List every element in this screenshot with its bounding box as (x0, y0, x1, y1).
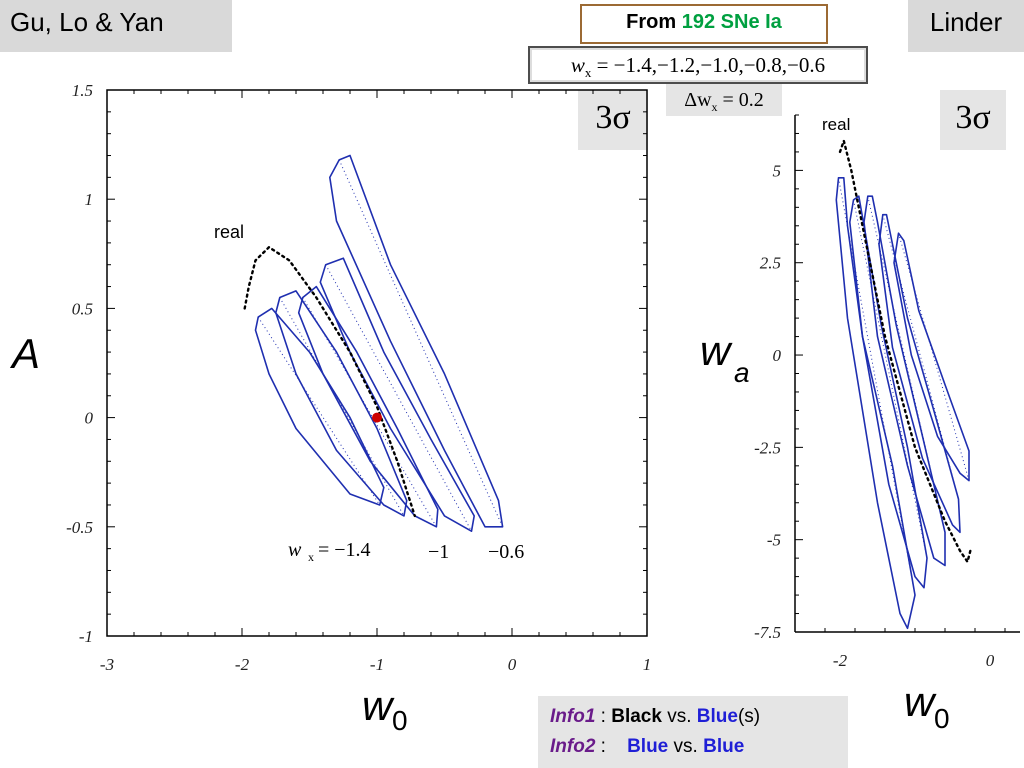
info2-b: Blue (703, 736, 745, 757)
info1-suffix: (s) (737, 706, 761, 727)
chart1-frame (106, 89, 648, 637)
sigma-right-box: 3σ (940, 90, 1006, 150)
left-author-label: Gu, Lo & Yan (0, 0, 232, 52)
chart2-contour-4 (893, 232, 970, 482)
dw-value: = 0.2 (717, 89, 764, 111)
chart1-real-contour (243, 245, 416, 518)
info1-vs: vs. (661, 706, 697, 727)
delta-wx-box: Δwx = 0.2 (666, 84, 782, 116)
chart1-x-tick-label: -2 (235, 655, 250, 674)
chart1-x-axis-label: w (362, 682, 395, 729)
chart1-wx-label-val: = −1.4 (318, 539, 371, 561)
wx-values-box: wx = −1.4,−1.2,−1.0,−0.8,−0.6 (528, 46, 868, 84)
info2-sep: : (595, 736, 628, 757)
chart2-x-tick-label: 0 (986, 651, 995, 670)
chart1-x-tick-label: 1 (643, 655, 652, 674)
chart1-mid-label: −1 (428, 541, 449, 563)
chart1-x-tick-label: 0 (508, 655, 517, 674)
chart2-inner-dotted-0 (838, 177, 916, 596)
chart1-inner-dotted-4 (338, 159, 504, 528)
chart1-wx-label-var: w (288, 539, 302, 561)
chart1-contour-2 (297, 285, 439, 528)
chart1-x-tick-label: -3 (100, 655, 114, 674)
info2-vs: vs. (668, 736, 704, 757)
chart2-y-tick-label: 2.5 (760, 254, 781, 273)
chart2-y-axis-label: w (700, 327, 733, 374)
dw-prefix: Δw (684, 89, 712, 111)
chart2-y-tick-label: -7.5 (754, 623, 781, 642)
info-box: Info1 : Black vs. Blue(s) Info2 : Blue v… (538, 696, 848, 768)
chart2-inner-dotted-4 (898, 233, 970, 481)
chart2-x-tick-label: -2 (833, 651, 848, 670)
chart1-wx-label-sub: x (308, 550, 314, 564)
chart1-real-label: real (214, 222, 244, 242)
chart2-y-tick-label: -5 (767, 531, 781, 550)
chart2-y-axis-sub: a (734, 357, 750, 388)
chart2-x-axis-label: w (904, 678, 937, 725)
info-line-2: Info2 : Blue vs. Blue (550, 732, 848, 762)
chart2-inner-dotted-1 (853, 199, 928, 559)
chart2-real-contour (838, 136, 973, 565)
chart1-x-tick-label: -1 (370, 655, 384, 674)
info1-a: Black (611, 706, 662, 727)
chart2-real-label: real (822, 115, 850, 134)
chart2-y-tick-label: 0 (773, 346, 782, 365)
chart2-inner-dotted-2 (867, 196, 946, 533)
chart1-contour-3 (319, 257, 475, 532)
chart2-y-tick-label: 5 (773, 161, 782, 180)
chart1-x-axis-sub: 0 (392, 705, 408, 736)
chart1-y-tick-label: 0 (85, 409, 94, 428)
chart1-contour-0 (254, 307, 385, 506)
from-highlight: 192 SNe Ia (681, 11, 782, 33)
wx-values: = −1.4,−1.2,−1.0,−0.8,−0.6 (591, 53, 826, 77)
chart1-y-axis-label: A (9, 330, 40, 377)
chart2-contour-3 (878, 213, 961, 534)
source-box: From 192 SNe Ia (580, 4, 828, 44)
from-prefix: From (626, 11, 682, 33)
right-author-label: Linder (908, 0, 1024, 52)
chart2-contour-1 (849, 195, 928, 589)
chart2-y-tick-label: -2.5 (754, 438, 781, 457)
chart2-contour-2 (863, 195, 946, 567)
info-line-1: Info1 : Black vs. Blue(s) (550, 702, 848, 732)
dw-sub: x (711, 100, 718, 114)
chart1-y-tick-label: 0.5 (72, 299, 93, 318)
wx-var: w (570, 53, 585, 77)
chart2-contour-0 (835, 177, 916, 630)
chart1-y-tick-label: 1.5 (72, 81, 93, 100)
chart2-x-axis-sub: 0 (934, 703, 950, 734)
info1-tag: Info1 (550, 706, 596, 727)
info1-sep: : (595, 706, 612, 727)
wx-sub: x (584, 65, 592, 81)
fiducial-point (372, 412, 382, 423)
chart1-right-label: −0.6 (488, 541, 524, 563)
info1-b: Blue (696, 706, 738, 727)
info2-tag: Info2 (550, 736, 596, 757)
chart1-y-tick-label: -1 (79, 627, 93, 646)
chart1-contour-1 (275, 290, 408, 517)
chart1-y-tick-label: 1 (85, 190, 94, 209)
info2-a: Blue (627, 736, 669, 757)
chart1-y-tick-label: -0.5 (66, 518, 93, 537)
chart1-inner-dotted-0 (257, 316, 381, 506)
chart1-inner-dotted-2 (302, 297, 437, 528)
sigma-left-box: 3σ (578, 90, 648, 150)
chart1-contour-4 (329, 154, 504, 528)
